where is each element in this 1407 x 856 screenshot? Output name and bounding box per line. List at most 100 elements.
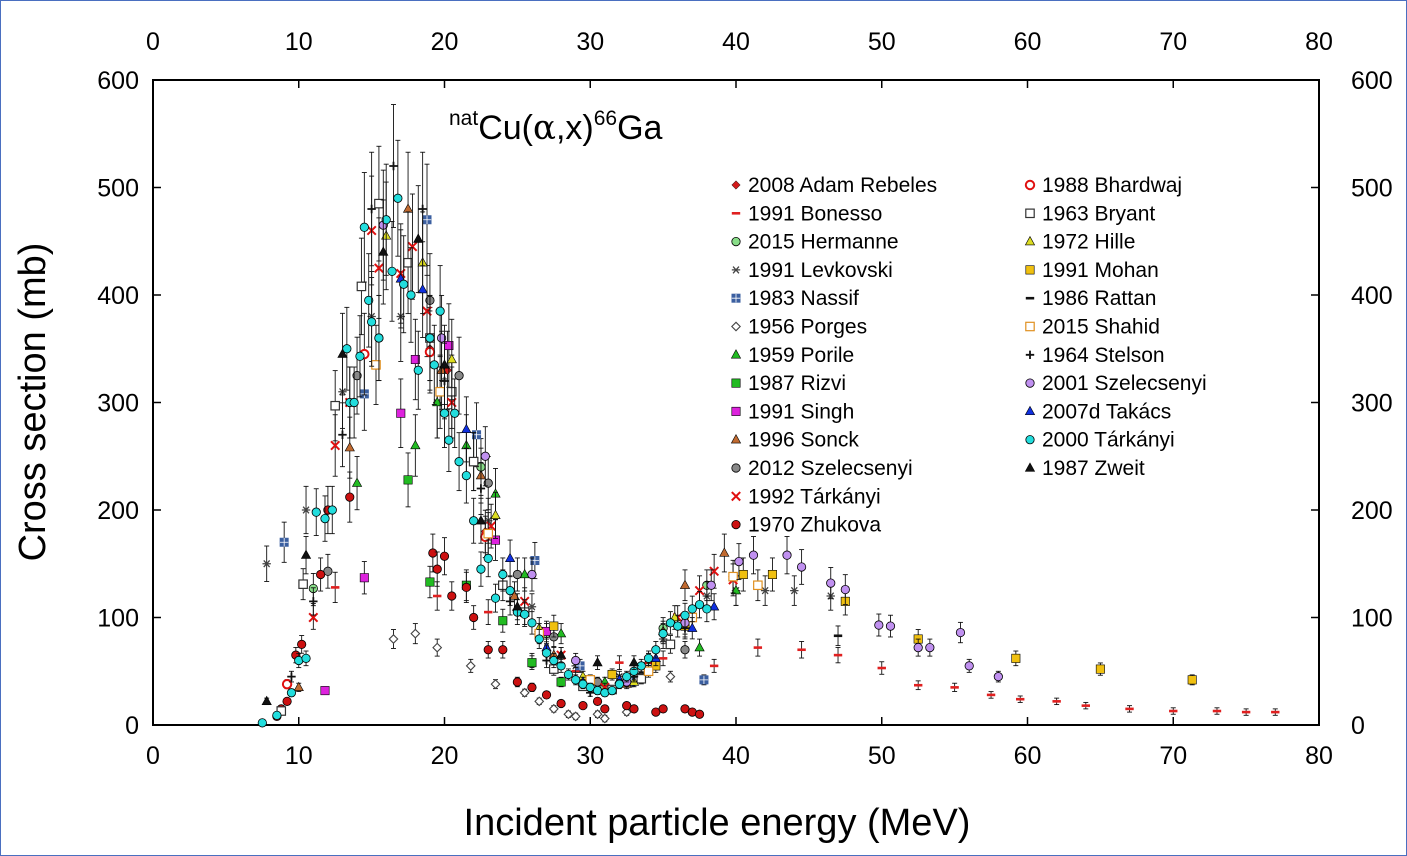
legend-marker — [1025, 321, 1035, 332]
data-point — [432, 638, 443, 657]
legend-label: 1964 Stelson — [1042, 344, 1165, 367]
data-point — [585, 682, 595, 692]
data-marker — [374, 263, 384, 274]
legend-item: 1991 Levkovski — [731, 259, 893, 282]
data-point — [833, 646, 843, 664]
data-marker — [425, 333, 435, 343]
data-point — [753, 638, 763, 657]
data-point — [465, 658, 476, 673]
data-marker — [571, 675, 581, 685]
data-marker — [367, 204, 376, 214]
data-point — [484, 599, 493, 625]
data-point — [964, 658, 974, 673]
data-point — [607, 668, 617, 681]
data-marker — [796, 562, 807, 572]
data-point — [1241, 708, 1251, 716]
data-marker — [320, 686, 330, 696]
data-marker — [575, 661, 585, 671]
data-marker — [753, 580, 763, 591]
data-point — [413, 185, 424, 293]
data-marker — [461, 423, 472, 434]
data-point — [527, 655, 537, 670]
data-marker — [483, 478, 493, 488]
legend-marker — [731, 519, 741, 530]
data-point — [1081, 701, 1090, 710]
data-point — [320, 686, 330, 696]
data-point — [425, 294, 435, 382]
data-marker — [658, 704, 668, 714]
data-point — [461, 447, 471, 504]
data-point — [541, 690, 552, 700]
data-marker — [356, 281, 367, 292]
data-marker — [476, 564, 486, 574]
data-point — [622, 670, 632, 683]
data-point — [592, 685, 603, 696]
data-point — [600, 704, 610, 714]
data-point — [628, 655, 640, 670]
data-marker — [669, 611, 680, 622]
data-marker — [359, 222, 369, 232]
data-marker — [389, 161, 398, 171]
data-point — [432, 551, 442, 587]
data-marker — [402, 203, 414, 213]
legend-marker — [1025, 350, 1035, 359]
data-marker — [665, 671, 676, 682]
data-point — [429, 324, 439, 405]
data-marker — [367, 317, 377, 327]
data-point — [549, 652, 559, 669]
data-point — [651, 641, 661, 659]
data-point — [986, 691, 996, 699]
data-point — [413, 330, 423, 410]
data-marker — [734, 556, 744, 567]
x-tick-label-top: 70 — [1159, 28, 1187, 56]
data-marker — [330, 440, 341, 451]
data-marker — [694, 599, 705, 610]
data-point — [374, 294, 384, 382]
legend-item: 1987 Rizvi — [731, 372, 846, 395]
data-marker — [410, 439, 421, 450]
data-point — [446, 318, 457, 401]
data-point — [447, 581, 457, 611]
data-marker — [509, 590, 520, 600]
data-point — [913, 638, 923, 657]
legend-marker — [1024, 179, 1036, 191]
data-marker — [651, 645, 661, 655]
data-point — [728, 559, 738, 594]
data-point — [702, 595, 712, 623]
data-point — [734, 543, 744, 581]
x-tick-label-bottom: 70 — [1159, 742, 1187, 770]
data-marker — [599, 713, 610, 724]
data-point — [490, 491, 501, 539]
data-marker — [527, 602, 537, 611]
data-point — [840, 574, 850, 605]
data-point — [338, 402, 347, 468]
data-point — [359, 172, 369, 283]
legend-label: 2012 Szelecsenyi — [748, 457, 913, 480]
data-marker — [592, 709, 603, 720]
legend-item: 1963 Bryant — [1025, 202, 1155, 225]
data-marker — [549, 621, 559, 631]
legend-item: 1991 Singh — [731, 400, 854, 423]
data-marker — [738, 569, 748, 579]
data-point — [615, 655, 624, 670]
data-marker — [257, 718, 267, 728]
data-point — [498, 608, 508, 633]
data-point — [444, 408, 454, 472]
data-marker — [447, 591, 457, 601]
data-marker — [480, 451, 490, 461]
legend-item: 1959 Porile — [730, 344, 854, 367]
data-point — [665, 635, 676, 654]
data-marker — [374, 198, 384, 209]
data-marker — [621, 707, 632, 718]
data-marker — [527, 658, 537, 668]
data-point — [571, 674, 581, 686]
data-point — [636, 658, 646, 673]
data-marker — [955, 627, 966, 638]
data-marker — [490, 679, 501, 690]
data-marker — [607, 669, 617, 679]
data-point — [614, 679, 625, 690]
data-marker — [563, 669, 573, 680]
data-point — [311, 488, 321, 537]
data-point — [833, 625, 843, 647]
data-marker — [534, 634, 544, 644]
